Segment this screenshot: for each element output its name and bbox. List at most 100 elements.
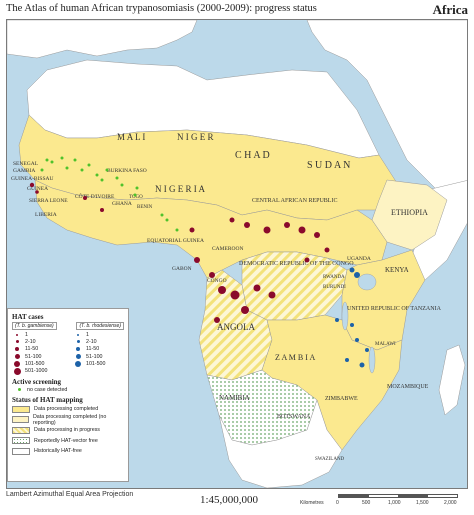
- legend-mapping-row: Data processing completed: [12, 404, 124, 415]
- label-senegal: SENEGAL: [13, 161, 39, 167]
- map-title: The Atlas of human African trypanosomias…: [6, 3, 317, 14]
- legend-screening-item: no case detected: [27, 386, 68, 393]
- gambiense-case: [324, 247, 330, 253]
- legend-mapping-row: Data processing completed (no reporting): [12, 413, 124, 426]
- label-namibia: NAMIBIA: [219, 394, 250, 402]
- legend-screening-row: no case detected: [12, 386, 124, 394]
- legend-case-row: 2-10 2-10: [12, 338, 124, 345]
- label-sudan: S U D A N: [307, 160, 350, 171]
- label-uganda: UGANDA: [347, 256, 371, 262]
- label-tanzania: UNITED REPUBLIC OF TANZANIA: [347, 306, 442, 312]
- screening-dot: [87, 163, 91, 167]
- swatch-hat-free: [12, 447, 30, 455]
- gambiense-case: [209, 272, 215, 278]
- scalebar-tick: 500: [362, 500, 371, 506]
- gambiense-case: [284, 222, 290, 228]
- rhodesiense-case: [359, 362, 365, 368]
- gambiense-case: [263, 226, 271, 234]
- land-middle-east: [306, 20, 467, 219]
- label-sierra-leone: SIERRA LEONE: [29, 198, 68, 204]
- legend-mapping-label: Historically HAT-free: [34, 448, 82, 455]
- gambiense-case: [268, 291, 276, 299]
- label-botswana: BOTSWANA: [277, 414, 311, 420]
- projection-note: Lambert Azimuthal Equal Area Projection: [6, 491, 134, 498]
- rhodesiense-case: [335, 318, 339, 322]
- rhodesiense-case: [354, 272, 360, 278]
- gambiense-case: [29, 182, 35, 188]
- gambiense-case: [230, 290, 240, 300]
- swatch-no-reporting: [12, 416, 29, 424]
- gambiense-case: [244, 222, 250, 228]
- legend-rhodesiense-class: 101-500: [86, 360, 106, 367]
- scalebar-tick: 1,500: [416, 500, 429, 506]
- gambiense-swatch: [14, 354, 20, 360]
- screening-dot: [133, 193, 137, 197]
- legend-mapping-label: Data processing completed: [34, 406, 99, 413]
- legend-rhodesiense-class: 51-100: [86, 353, 103, 360]
- africa-map: M A L I N I G E R C H A D S U D A N SENE…: [7, 20, 467, 488]
- gambiense-swatch: [13, 367, 21, 375]
- land-south-africa: [218, 399, 343, 488]
- screening-dot: [65, 166, 69, 170]
- legend-case-row: 51-100 51-100: [12, 353, 124, 360]
- rhodesiense-swatch: [77, 333, 79, 336]
- gambiense-swatch: [16, 333, 18, 336]
- label-burundi: BURUNDI: [323, 285, 346, 290]
- legend-mapping-title: Status of HAT mapping: [12, 395, 83, 404]
- rhodesiense-case: [365, 348, 369, 352]
- legend-mapping-row: Reportedly HAT-vector free: [12, 435, 124, 446]
- label-niger: N I G E R: [177, 132, 214, 142]
- gambiense-case: [83, 196, 87, 200]
- swatch-in-progress: [12, 426, 30, 434]
- legend-gambiense-class: 101-500: [25, 360, 45, 367]
- legend-rhodesiense-class: 1: [86, 331, 89, 338]
- map-scale: 1:45,000,000: [200, 494, 259, 506]
- legend-mapping-label: Reportedly HAT-vector free: [34, 437, 98, 444]
- screening-dot: [135, 186, 139, 190]
- gambiense-case: [253, 284, 261, 292]
- rhodesiense-case: [350, 323, 354, 327]
- screening-dot: [95, 173, 99, 177]
- swatch-vector-free: [12, 437, 30, 445]
- screening-dot: [160, 213, 164, 217]
- label-angola: ANGOLA: [217, 322, 255, 332]
- legend-case-row: 11-50 11-50: [12, 346, 124, 353]
- legend-mapping-label: Data processing in progress: [34, 427, 100, 434]
- screening-dot: [50, 160, 54, 164]
- gambiense-case: [194, 257, 200, 263]
- label-gambia: GAMBIA: [13, 168, 35, 174]
- legend-mapping-label: Data processing completed (no reporting): [32, 413, 107, 426]
- hat-markers: [29, 156, 369, 368]
- screening-dot: [100, 178, 104, 182]
- label-zambia: Z A M B I A: [275, 353, 315, 362]
- land-europe: [7, 20, 198, 59]
- lake-malawi: [368, 346, 376, 374]
- gambiense-case: [298, 226, 306, 234]
- legend-case-row: 1 1: [12, 331, 124, 338]
- lake-victoria: [357, 273, 377, 291]
- legend-gambiense-class: 2-10: [25, 338, 36, 345]
- label-kenya: KENYA: [385, 266, 409, 274]
- rhodesiense-case: [355, 338, 359, 342]
- land-east-africa: [341, 249, 426, 351]
- screening-dot: [80, 168, 84, 172]
- gambiense-case: [100, 208, 104, 212]
- region-label: Africa: [432, 2, 468, 17]
- label-car: CENTRAL AFRICAN REPUBLIC: [252, 198, 337, 204]
- legend-mapping-row: Data processing in progress: [12, 425, 124, 436]
- label-rwanda: RWANDA: [323, 275, 345, 280]
- legend-cases-title: HAT cases: [12, 313, 44, 321]
- swatch-completed: [12, 405, 30, 413]
- lake-tanganyika: [341, 301, 349, 331]
- gambiense-case: [229, 217, 235, 223]
- screening-dot: [73, 158, 77, 162]
- screening-dot: [105, 168, 109, 172]
- scalebar-bar: [338, 494, 458, 498]
- label-ghana: GHANA: [112, 201, 132, 207]
- label-ethiopia: ETHIOPIA: [391, 208, 428, 217]
- label-togo: TOGO: [129, 195, 143, 200]
- label-mozambique: MOZAMBIQUE: [387, 384, 429, 390]
- gambiense-swatch: [14, 360, 20, 367]
- land-madagascar: [438, 344, 466, 416]
- label-nigeria: N I G E R I A: [155, 184, 205, 194]
